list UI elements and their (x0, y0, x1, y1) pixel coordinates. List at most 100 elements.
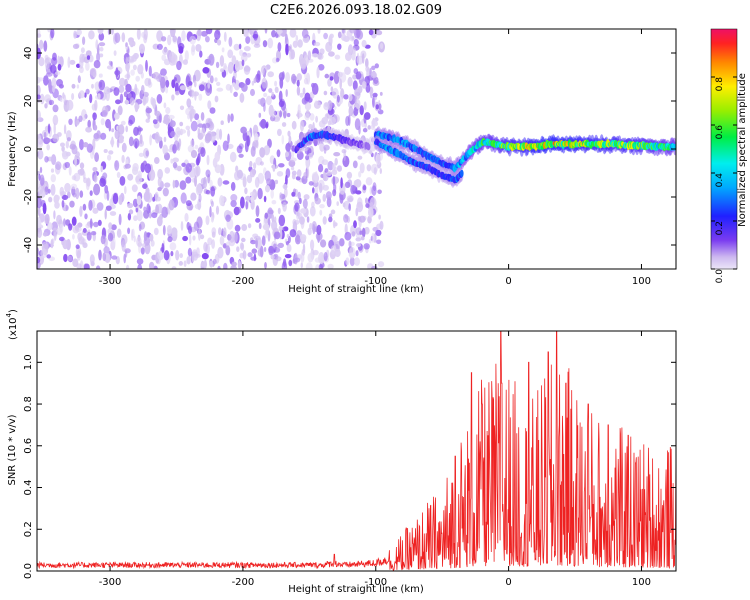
spectrogram-noise-cell (252, 140, 259, 148)
spectrogram-noise-cell (161, 36, 167, 42)
spectrogram-noise-cell (375, 104, 379, 110)
spectrogram-noise-cell (154, 191, 159, 202)
spectrogram-noise-cell (274, 216, 277, 223)
snr-multiplier-close: ) (8, 309, 19, 313)
spectrogram-noise-cell (44, 213, 50, 225)
spectrogram-noise-cell (188, 32, 194, 37)
spectrogram-noise-cell (156, 75, 162, 82)
snr-multiplier: (x104) (5, 309, 19, 340)
spectrogram-noise-cell (314, 41, 321, 47)
spectrogram-noise-cell (75, 244, 80, 249)
spectrogram-noise-cell (145, 107, 152, 114)
spectrogram-noise-cell (307, 50, 312, 61)
spectrogram-noise-cell (317, 29, 321, 34)
spectrogram-noise-cell (274, 86, 279, 94)
spectrogram-noise-cell (194, 144, 199, 150)
spectrogram-noise-cell (37, 185, 44, 195)
spectrogram-noise-cell (339, 78, 343, 90)
spectrogram-noise-cell (336, 94, 340, 103)
spectrogram-noise-cell (125, 63, 130, 72)
spectrogram-noise-cell (111, 255, 118, 260)
spectrogram-noise-cell (249, 169, 256, 178)
spectrogram-noise-cell (168, 199, 175, 211)
spectrogram-noise-cell (324, 73, 330, 79)
spectrogram-noise-cell (96, 130, 101, 139)
spectrogram-noise-cell (37, 94, 41, 100)
spectrogram-noise-cell (343, 36, 350, 42)
spectrogram-noise-cell (50, 64, 57, 74)
spectrogram-noise-cell (365, 65, 370, 72)
spectrogram-noise-cell (197, 123, 204, 128)
spectrogram-noise-cell (340, 88, 345, 100)
spectrogram-noise-cell (214, 77, 218, 82)
spectrogram-noise-cell (107, 154, 112, 161)
spectrogram-noise-cell (329, 76, 334, 81)
spectrogram-noise-cell (114, 32, 121, 44)
spectrogram-noise-cell (283, 258, 287, 268)
spectrogram-noise-cell (48, 99, 55, 106)
spectrogram-noise-cell (138, 152, 144, 157)
spectrogram-noise-cell (240, 196, 245, 209)
spectrogram-noise-cell (51, 77, 57, 89)
spectrogram-noise-cell (166, 225, 172, 235)
spectrogram-noise-cell (51, 154, 57, 166)
spectrogram-noise-cell (79, 162, 85, 169)
spectrogram-noise-cell (63, 94, 67, 106)
spectrogram-noise-cell (247, 223, 252, 229)
spectrogram-noise-cell (44, 54, 49, 61)
spectrogram-noise-cell (323, 32, 328, 40)
spectrogram-noise-cell (354, 257, 360, 266)
spectrogram-noise-cell (367, 125, 371, 130)
spectrogram-noise-cell (125, 56, 129, 66)
spectrogram-noise-cell (295, 34, 299, 43)
spectrogram-noise-cell (328, 216, 333, 223)
spectrogram-noise-cell (171, 53, 178, 66)
spectrogram-noise-cell (91, 103, 97, 111)
spectrogram-noise-cell (252, 233, 259, 239)
spectrogram-noise-cell (216, 87, 224, 92)
spectrogram-noise-cell (325, 191, 332, 200)
spectrogram-noise-cell (290, 157, 297, 162)
spectrogram-noise-cell (216, 39, 222, 46)
spectrogram-noise-cell (86, 55, 91, 60)
spectrogram-noise-cell (176, 130, 182, 135)
spectrogram-noise-cell (258, 222, 262, 230)
spectrogram-noise-cell (300, 208, 307, 214)
spectrogram-noise-cell (85, 61, 90, 71)
colorbar-tick-label: 0.0 (715, 269, 725, 284)
spectrogram-noise-cell (190, 139, 195, 147)
spectrogram-noise-cell (210, 131, 216, 143)
spectrogram-noise-cell (191, 109, 196, 116)
spectrogram-noise-cell (65, 151, 71, 157)
spectrogram-noise-cell (174, 179, 179, 188)
spectrogram-noise-cell (68, 166, 72, 176)
spectrogram-noise-cell (82, 171, 86, 180)
spectrogram-noise-cell (114, 160, 120, 171)
spectrogram-noise-cell (332, 163, 336, 171)
spectrogram-noise-cell (297, 39, 303, 48)
spectrogram-noise-cell (307, 227, 312, 236)
spectrogram-noise-cell (152, 98, 156, 109)
spectrogram-noise-cell (52, 104, 59, 113)
spectrogram-noise-cell (267, 37, 274, 49)
spectrogram-noise-cell (134, 83, 138, 96)
spectrogram-noise-cell (352, 80, 358, 91)
spectrogram-noise-cell (165, 79, 170, 88)
spectrogram-noise-cell (119, 176, 126, 186)
spectrogram-noise-cell (281, 122, 287, 127)
spectrogram-noise-cell (210, 216, 214, 223)
spectrogram-noise-cell (118, 213, 122, 226)
spectrogram-noise-cell (47, 222, 53, 231)
snr-multiplier-exponent: 4 (5, 312, 13, 317)
spectrogram-noise-cell (37, 207, 41, 217)
spectrogram-noise-cell (223, 262, 228, 269)
spectrogram-noise-cell (127, 202, 134, 209)
spectrogram-noise-cell (230, 181, 236, 191)
y-tick-label: 0.8 (23, 396, 34, 412)
spectrogram-noise-cell (294, 257, 301, 263)
spectrogram-noise-cell (109, 211, 117, 216)
spectrogram-noise-cell (239, 242, 244, 250)
spectrogram-noise-cell (64, 161, 71, 169)
spectrogram-noise-cell (215, 128, 221, 140)
spectrogram-noise-cell (271, 200, 277, 205)
